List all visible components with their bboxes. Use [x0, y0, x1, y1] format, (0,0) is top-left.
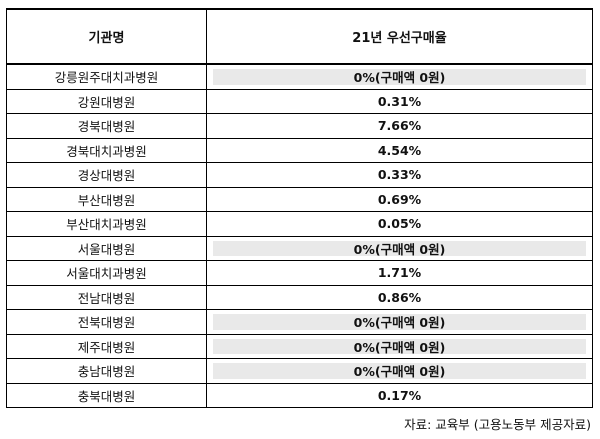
purchase-rate-cell: 0.69%: [206, 186, 593, 212]
purchase-rate-value: 7.66%: [377, 118, 422, 134]
purchase-rate-cell: 0.86%: [206, 284, 593, 310]
purchase-rate-value: 0.86%: [377, 289, 422, 305]
purchase-rate-value: 0%(구매액 0원): [353, 70, 446, 86]
purchase-rate-table: 기관명 21년 우선구매율 강릉원주대치과병원 0%(구매액 0원) 강원대병원 0.…: [6, 8, 593, 408]
purchase-rate-cell: 0%(구매액 0원): [206, 235, 593, 261]
table-row: 서울대치과병원 1.71%: [6, 260, 593, 286]
purchase-rate-value: 0%(구매액 0원): [353, 364, 446, 380]
purchase-rate-cell: 0%(구매액 0원): [206, 309, 593, 335]
table-row: 부산대병원 0.69%: [6, 186, 593, 212]
institution-name: 경상대병원: [6, 162, 207, 188]
institution-name: 부산대치과병원: [6, 211, 207, 237]
purchase-rate-value: 1.71%: [377, 265, 422, 281]
table-row: 부산대치과병원 0.05%: [6, 211, 593, 237]
purchase-rate-cell: 7.66%: [206, 113, 593, 139]
table-row: 충남대병원 0%(구매액 0원): [6, 358, 593, 384]
purchase-rate-cell: 0%(구매액 0원): [206, 358, 593, 384]
purchase-rate-cell: 0%(구매액 0원): [206, 333, 593, 359]
purchase-rate-cell: 1.71%: [206, 260, 593, 286]
purchase-rate-cell: 0.05%: [206, 211, 593, 237]
institution-name: 서울대치과병원: [6, 260, 207, 286]
purchase-rate-value: 0%(구매액 0원): [353, 339, 446, 355]
purchase-rate-value: 4.54%: [377, 142, 422, 158]
purchase-rate-value: 0%(구매액 0원): [353, 241, 446, 257]
table-row: 전남대병원 0.86%: [6, 284, 593, 310]
zero-highlight: [213, 314, 586, 330]
institution-name: 전남대병원: [6, 284, 207, 310]
table-row: 경북대치과병원 4.54%: [6, 137, 593, 163]
institution-name: 부산대병원: [6, 186, 207, 212]
zero-highlight: [213, 69, 586, 85]
table-row: 경북대병원 7.66%: [6, 113, 593, 139]
source-note: 자료: 교육부 (고용노동부 제공자료): [404, 417, 591, 432]
zero-highlight: [213, 338, 586, 354]
institution-name: 충남대병원: [6, 358, 207, 384]
zero-highlight: [213, 240, 586, 256]
purchase-rate-value: 0.69%: [377, 191, 422, 207]
purchase-rate-value: 0.17%: [377, 387, 422, 403]
header-purchase-rate: 21년 우선구매율: [206, 8, 593, 65]
table-row: 제주대병원 0%(구매액 0원): [6, 333, 593, 359]
table-row: 경상대병원 0.33%: [6, 162, 593, 188]
table-row: 강릉원주대치과병원 0%(구매액 0원): [6, 63, 593, 90]
table-row: 전북대병원 0%(구매액 0원): [6, 309, 593, 335]
purchase-rate-cell: 0.33%: [206, 162, 593, 188]
purchase-rate-value: 0.31%: [377, 93, 422, 109]
institution-name: 제주대병원: [6, 333, 207, 359]
purchase-rate-value: 0.33%: [377, 167, 422, 183]
table-row: 서울대병원 0%(구매액 0원): [6, 235, 593, 261]
zero-highlight: [213, 363, 586, 379]
institution-name: 경북대치과병원: [6, 137, 207, 163]
table-header-row: 기관명 21년 우선구매율: [6, 8, 593, 65]
purchase-rate-value: 0%(구매액 0원): [353, 315, 446, 331]
institution-name: 강릉원주대치과병원: [6, 63, 207, 90]
institution-name: 경북대병원: [6, 113, 207, 139]
purchase-rate-cell: 4.54%: [206, 137, 593, 163]
purchase-rate-cell: 0%(구매액 0원): [206, 63, 593, 90]
purchase-rate-cell: 0.17%: [206, 382, 593, 408]
header-institution: 기관명: [6, 8, 207, 65]
purchase-rate-cell: 0.31%: [206, 88, 593, 114]
purchase-rate-value: 0.05%: [377, 216, 422, 232]
institution-name: 서울대병원: [6, 235, 207, 261]
table-row: 충북대병원 0.17%: [6, 382, 593, 408]
institution-name: 전북대병원: [6, 309, 207, 335]
institution-name: 충북대병원: [6, 382, 207, 408]
table-row: 강원대병원 0.31%: [6, 88, 593, 114]
institution-name: 강원대병원: [6, 88, 207, 114]
